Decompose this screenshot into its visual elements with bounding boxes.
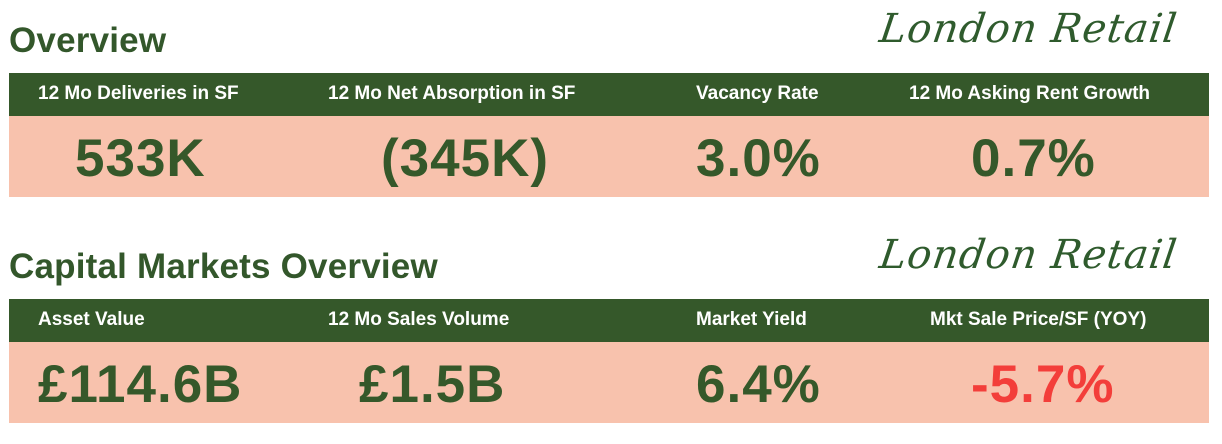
metric-value-vacancy-rate: 3.0%	[696, 129, 821, 188]
metric-value-deliveries: 533K	[75, 129, 206, 188]
london-retail-brand: London Retail	[876, 6, 1181, 52]
overview-header-bar: 12 Mo Deliveries in SF 12 Mo Net Absorpt…	[9, 73, 1209, 116]
metric-label-deliveries: 12 Mo Deliveries in SF	[38, 83, 239, 104]
metric-value-net-absorption: (345K)	[381, 129, 550, 188]
metric-label-asking-rent-growth: 12 Mo Asking Rent Growth	[909, 83, 1151, 104]
metric-value-sale-price-yoy: -5.7%	[971, 355, 1115, 414]
metric-label-sale-price-yoy: Mkt Sale Price/SF (YOY)	[930, 309, 1147, 330]
metric-label-sales-volume: 12 Mo Sales Volume	[328, 309, 510, 330]
metric-label-market-yield: Market Yield	[696, 309, 807, 330]
metric-label-asset-value: Asset Value	[38, 309, 145, 330]
metric-value-sales-volume: £1.5B	[359, 355, 506, 414]
capital-markets-value-bar: £114.6B £1.5B 6.4% -5.7%	[9, 342, 1209, 423]
metric-label-vacancy-rate: Vacancy Rate	[696, 83, 819, 104]
metric-label-net-absorption: 12 Mo Net Absorption in SF	[328, 83, 576, 104]
metric-value-market-yield: 6.4%	[696, 355, 821, 414]
metric-value-asking-rent-growth: 0.7%	[971, 129, 1096, 188]
capital-markets-title: Capital Markets Overview	[9, 247, 438, 286]
metric-value-asset-value: £114.6B	[38, 355, 243, 414]
london-retail-brand: London Retail	[876, 232, 1181, 278]
overview-value-bar: 533K (345K) 3.0% 0.7%	[9, 116, 1209, 197]
overview-title: Overview	[9, 21, 167, 60]
capital-markets-header-bar: Asset Value 12 Mo Sales Volume Market Yi…	[9, 299, 1209, 342]
